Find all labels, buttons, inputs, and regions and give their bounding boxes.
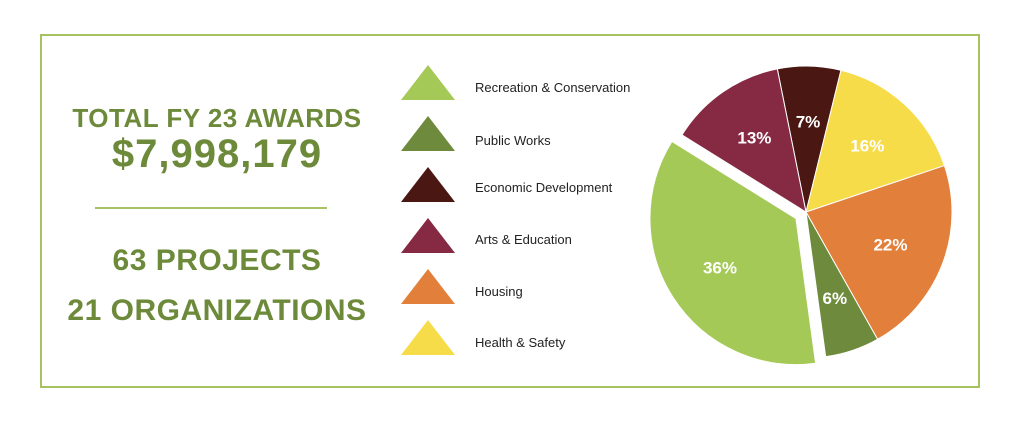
legend-swatch-arts-education xyxy=(401,218,455,253)
organizations-count: 21 ORGANIZATIONS xyxy=(67,294,367,327)
projects-count: 63 PROJECTS xyxy=(112,244,322,277)
pie-label-recreation-conservation: 36% xyxy=(703,259,737,278)
legend-swatch-economic-development xyxy=(401,167,455,202)
total-awards-block: TOTAL FY 23 AWARDS $7,998,179 xyxy=(58,104,376,176)
total-awards-label: TOTAL FY 23 AWARDS xyxy=(72,103,362,133)
pie-slice-public-works xyxy=(805,211,879,358)
legend-item-health-safety: Health & Safety xyxy=(399,317,659,357)
legend-label-housing: Housing xyxy=(475,284,523,299)
pie-label-economic-development: 7% xyxy=(796,113,821,132)
pie-slice-housing xyxy=(805,164,953,340)
legend-label-economic-development: Economic Development xyxy=(475,180,613,195)
infographic-frame xyxy=(40,34,980,388)
legend-label-public-works: Public Works xyxy=(475,133,551,148)
pie-label-arts-education: 13% xyxy=(737,129,771,148)
legend-swatch-health-safety xyxy=(401,320,455,355)
pie-slice-arts-education xyxy=(681,68,807,214)
pie-slice-health-safety xyxy=(805,69,946,213)
pie-label-housing: 22% xyxy=(873,236,907,255)
legend-swatch-recreation-conservation xyxy=(401,65,455,100)
legend-item-recreation-conservation: Recreation & Conservation xyxy=(399,62,659,102)
pie-label-health-safety: 16% xyxy=(850,136,884,155)
legend-label-recreation-conservation: Recreation & Conservation xyxy=(475,80,631,95)
legend-item-arts-education: Arts & Education xyxy=(399,215,659,255)
legend-item-public-works: Public Works xyxy=(399,113,659,153)
pie-slice-recreation-conservation xyxy=(649,140,817,366)
pie-label-public-works: 6% xyxy=(822,289,847,308)
legend-label-arts-education: Arts & Education xyxy=(475,232,572,247)
total-awards-amount: $7,998,179 xyxy=(111,132,323,176)
legend-label-health-safety: Health & Safety xyxy=(475,335,566,350)
legend-swatch-housing xyxy=(401,269,455,304)
divider xyxy=(95,207,327,209)
legend-item-economic-development: Economic Development xyxy=(399,164,659,204)
legend-swatch-public-works xyxy=(401,116,455,151)
legend-item-housing: Housing xyxy=(399,266,659,306)
